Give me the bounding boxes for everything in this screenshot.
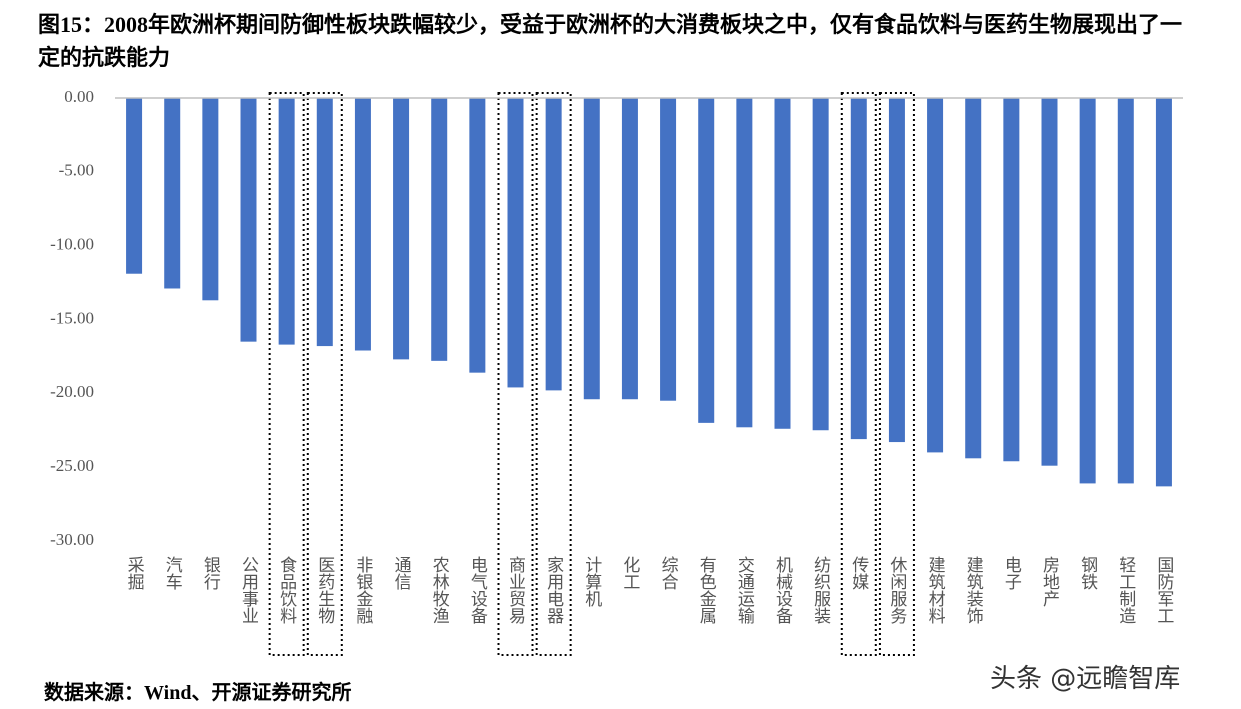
bar: [354, 98, 371, 351]
y-tick-label: 0.00: [64, 87, 94, 106]
x-tick-label: 休闲服务: [887, 556, 907, 624]
x-tick-label: 商业贸易: [506, 556, 526, 625]
bar: [126, 98, 143, 274]
x-tick-label: 钢铁: [1078, 556, 1098, 590]
highlight-box: [878, 92, 915, 656]
bar: [583, 98, 600, 400]
y-tick-label: -25.00: [50, 456, 94, 475]
x-tick-label: 房地产: [1040, 556, 1060, 607]
x-tick-label: 国防军工: [1154, 556, 1174, 624]
bar: [698, 98, 715, 423]
x-tick-label: 综合: [659, 556, 679, 590]
bar: [164, 98, 181, 289]
watermark: 头条 @远瞻智库: [990, 664, 1181, 694]
x-tick-label: 非银金融: [353, 556, 373, 625]
bar: [1079, 98, 1096, 484]
bar: [888, 98, 905, 443]
bar: [850, 98, 867, 440]
x-tick-label: 汽车: [163, 556, 183, 590]
x-tick-label: 交通运输: [735, 556, 755, 625]
x-tick-label: 纺织服装: [811, 556, 831, 624]
x-tick-label: 食品饮料: [277, 556, 297, 624]
bar: [812, 98, 829, 431]
bar: [316, 98, 333, 347]
x-tick-label: 电子: [1002, 556, 1022, 590]
x-tick-label: 医药生物: [315, 556, 335, 624]
source-note: 数据来源：Wind、开源证券研究所: [44, 682, 352, 704]
highlight-box: [497, 92, 534, 656]
y-tick-label: -5.00: [59, 161, 94, 180]
x-tick-label: 农林牧渔: [430, 556, 450, 624]
bar: [469, 98, 486, 373]
bar: [431, 98, 448, 361]
y-tick-label: -30.00: [50, 530, 94, 549]
bar: [736, 98, 753, 428]
bar: [507, 98, 524, 388]
x-tick-label: 有色金属: [697, 556, 717, 624]
bar: [621, 98, 638, 400]
bar: [927, 98, 944, 453]
bar: [1003, 98, 1020, 462]
x-tick-label: 机械设备: [773, 556, 793, 624]
x-tick-label: 建筑材料: [926, 556, 946, 624]
x-tick-label: 公用事业: [239, 556, 259, 624]
bar: [1117, 98, 1134, 484]
bar: [1041, 98, 1058, 466]
bar: [660, 98, 677, 401]
x-tick-label: 银行: [201, 556, 221, 591]
bar: [965, 98, 982, 459]
bar: [545, 98, 562, 391]
highlight-box: [840, 92, 877, 656]
x-tick-label: 轻工制造: [1116, 556, 1136, 624]
bar: [278, 98, 295, 345]
chart-title: 图15：2008年欧洲杯期间防御性板块跌幅较少，受益于欧洲杯的大消费板块之中，仅…: [38, 12, 1183, 70]
bar: [774, 98, 791, 429]
highlight-box: [306, 92, 343, 656]
bar: [240, 98, 257, 342]
x-tick-label: 传媒: [849, 556, 869, 590]
bar: [1155, 98, 1172, 487]
x-tick-label: 计算机: [582, 556, 602, 607]
x-tick-label: 电气设备: [468, 556, 488, 624]
bar: [202, 98, 219, 301]
x-tick-label: 建筑装饰: [964, 556, 984, 624]
x-tick-label: 家用电器: [544, 556, 564, 624]
x-tick-label: 采掘: [125, 556, 145, 591]
highlight-box: [535, 92, 572, 656]
bar: [393, 98, 410, 360]
y-tick-label: -20.00: [50, 382, 94, 401]
x-tick-label: 化工: [620, 556, 640, 590]
y-tick-label: -10.00: [50, 235, 94, 254]
x-tick-label: 通信: [392, 556, 412, 590]
highlight-box: [268, 92, 305, 656]
y-tick-label: -15.00: [50, 308, 94, 327]
